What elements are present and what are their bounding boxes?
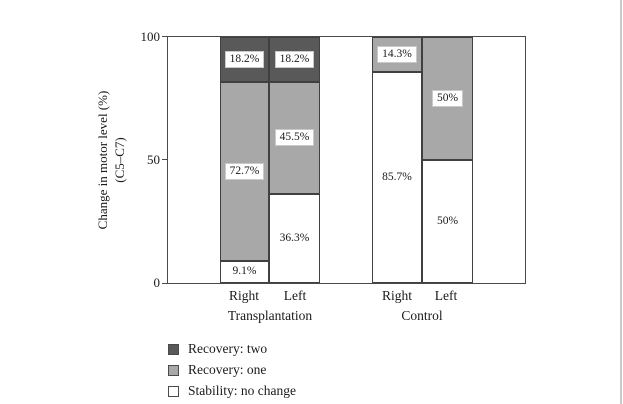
- bar-segment: 85.7%: [372, 72, 422, 283]
- y-tick-label-100: 100: [140, 29, 161, 44]
- y-tick-mark-0: [162, 283, 167, 284]
- bar-segment: 14.3%: [372, 37, 422, 73]
- y-tick-mark-100: [162, 36, 167, 37]
- segment-value-label: 18.2%: [274, 50, 315, 68]
- legend-item-recovery-two: Recovery: two: [168, 341, 296, 357]
- page-edge-divider: [620, 0, 622, 404]
- legend-item-recovery-one: Recovery: one: [168, 362, 296, 378]
- segment-value-label: 36.3%: [279, 231, 310, 244]
- segment-value-label: 9.1%: [232, 265, 257, 278]
- bar-segment: 36.3%: [269, 193, 320, 283]
- segment-value-label: 45.5%: [274, 129, 315, 147]
- bar-transplantation-right: 9.1% 72.7% 18.2%: [220, 37, 269, 283]
- bar-transplantation-left: 36.3% 45.5% 18.2%: [269, 37, 320, 283]
- legend-item-stability: Stability: no change: [168, 383, 296, 399]
- bar-segment: 50%: [422, 37, 473, 160]
- group-label-control: Control: [401, 308, 443, 323]
- x-tick-control-right: Right: [381, 288, 413, 303]
- legend-swatch-stability-icon: [168, 385, 179, 397]
- segment-value-label: 50%: [431, 90, 464, 107]
- bar-segment: 72.7%: [220, 81, 269, 261]
- bar-segment: 18.2%: [269, 37, 320, 82]
- y-tick-label-50: 50: [147, 152, 160, 167]
- legend-label: Stability: no change: [188, 383, 296, 398]
- y-axis-title-line1: Change in motor level (%): [95, 90, 110, 230]
- bar-segment: 18.2%: [220, 37, 269, 82]
- x-tick-transplantation-left: Left: [283, 288, 307, 303]
- segment-value-label: 14.3%: [377, 46, 417, 64]
- legend: Recovery: two Recovery: one Stability: n…: [168, 341, 296, 404]
- segment-value-label: 18.2%: [224, 50, 265, 68]
- x-tick-control-left: Left: [434, 288, 458, 303]
- y-tick-mark-50: [162, 159, 167, 160]
- bar-segment: 9.1%: [220, 260, 269, 283]
- x-tick-transplantation-right: Right: [228, 288, 260, 303]
- legend-swatch-recovery-two-icon: [168, 343, 179, 355]
- bar-control-left: 50% 50%: [422, 37, 473, 283]
- segment-value-label: 72.7%: [224, 162, 265, 180]
- bar-control-right: 85.7% 14.3%: [372, 37, 422, 283]
- bar-segment: 45.5%: [269, 81, 320, 194]
- y-tick-label-0: 0: [153, 275, 161, 290]
- segment-value-label: 85.7%: [382, 171, 412, 184]
- legend-label: Recovery: one: [188, 362, 267, 377]
- segment-value-label: 50%: [436, 215, 459, 227]
- group-label-transplantation: Transplantation: [227, 308, 313, 323]
- bar-segment: 50%: [422, 160, 473, 283]
- plot-area: 9.1% 72.7% 18.2% 36.3% 45.5% 18.2% 85.7% 14.3…: [167, 36, 526, 284]
- legend-swatch-recovery-one-icon: [168, 364, 179, 376]
- legend-label: Recovery: two: [188, 341, 268, 356]
